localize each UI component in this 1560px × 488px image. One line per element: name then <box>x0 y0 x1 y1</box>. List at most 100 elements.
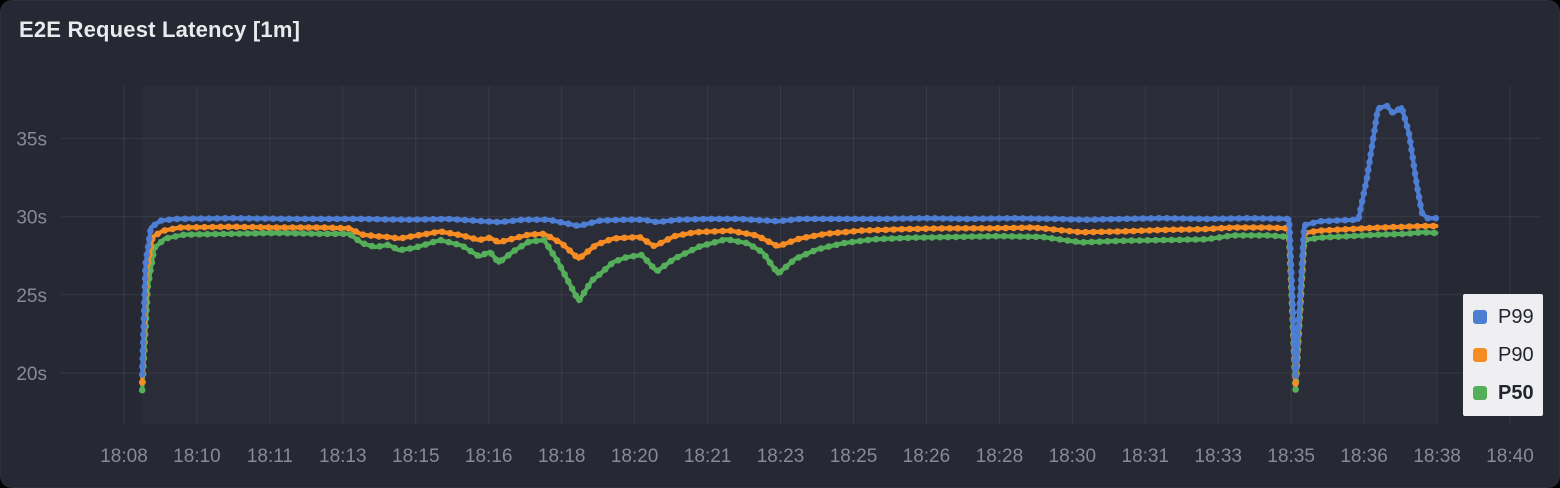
data-point <box>485 218 493 225</box>
data-point <box>1292 380 1299 387</box>
data-point <box>620 216 627 224</box>
data-point <box>664 236 672 243</box>
data-point <box>795 254 802 261</box>
data-point <box>1008 233 1016 240</box>
data-point <box>181 215 189 223</box>
data-point <box>1327 233 1334 241</box>
data-point <box>776 268 784 276</box>
data-point <box>1051 215 1059 223</box>
data-point <box>429 215 437 223</box>
data-point <box>1194 226 1201 233</box>
data-point <box>899 215 907 222</box>
data-point <box>429 238 437 246</box>
data-point <box>667 257 675 265</box>
data-point <box>802 250 810 258</box>
data-point <box>1368 143 1376 150</box>
data-point <box>1032 233 1040 241</box>
data-point <box>1136 237 1143 244</box>
data-point <box>856 237 864 245</box>
data-point <box>1293 348 1301 356</box>
data-point <box>147 227 154 235</box>
legend-item-p99[interactable]: P99 <box>1473 307 1534 327</box>
data-point <box>755 216 763 224</box>
data-point <box>1104 238 1111 245</box>
data-point <box>644 217 651 224</box>
data-point <box>875 215 883 223</box>
data-point <box>316 230 323 238</box>
data-point <box>142 259 150 266</box>
data-point <box>1099 216 1107 223</box>
data-point <box>1383 102 1391 110</box>
data-point <box>779 217 787 224</box>
data-point <box>747 216 755 223</box>
data-point <box>920 234 928 241</box>
data-point <box>414 243 422 251</box>
data-point <box>688 246 696 254</box>
data-point <box>756 247 764 254</box>
data-point <box>488 250 495 257</box>
series-points-p99[interactable] <box>138 102 1440 380</box>
data-point <box>461 216 469 224</box>
legend-label-p50: P50 <box>1498 382 1534 404</box>
data-point <box>923 214 931 222</box>
data-point <box>1264 232 1271 239</box>
data-point <box>1098 228 1105 236</box>
data-point <box>389 216 397 223</box>
data-point <box>381 216 389 223</box>
data-point <box>1216 234 1223 241</box>
data-point <box>1242 224 1249 231</box>
data-point <box>1208 235 1215 242</box>
data-point <box>906 225 913 233</box>
data-point <box>474 252 481 259</box>
data-point <box>994 224 1001 232</box>
data-point <box>460 243 468 251</box>
data-point <box>691 216 699 223</box>
data-point <box>545 243 552 250</box>
data-point <box>1211 215 1219 223</box>
data-point <box>1107 215 1115 223</box>
x-tick-label: 18:13 <box>319 446 367 467</box>
data-point <box>1310 219 1317 227</box>
legend-item-p50[interactable]: P50 <box>1473 382 1534 404</box>
legend-item-p90[interactable]: P90 <box>1473 345 1534 365</box>
data-point <box>584 248 592 255</box>
data-point <box>597 239 605 247</box>
data-point <box>1318 227 1325 234</box>
data-point <box>936 233 944 241</box>
data-point <box>1355 213 1363 221</box>
data-point <box>915 215 923 222</box>
data-point <box>872 235 880 243</box>
data-point <box>841 239 848 247</box>
data-point <box>407 233 415 240</box>
data-point <box>1050 226 1057 233</box>
data-point <box>161 227 169 234</box>
data-point <box>313 224 320 231</box>
data-point <box>703 241 711 248</box>
data-point <box>1072 238 1079 245</box>
data-point <box>782 263 790 271</box>
data-point <box>1411 170 1419 177</box>
data-point <box>679 231 687 238</box>
data-point <box>848 238 856 246</box>
data-point <box>1114 228 1121 235</box>
data-point <box>217 223 224 231</box>
data-point <box>1359 232 1366 239</box>
data-point <box>696 243 703 250</box>
data-point <box>643 257 651 264</box>
data-point <box>1250 224 1257 231</box>
data-point <box>681 250 689 257</box>
y-tick-label: 30s <box>16 208 47 229</box>
data-point <box>391 234 399 242</box>
data-point <box>674 253 681 261</box>
data-point <box>867 215 875 223</box>
data-point <box>1292 386 1299 393</box>
data-point <box>810 247 817 255</box>
data-point <box>493 256 500 263</box>
data-point <box>201 223 208 231</box>
data-point <box>1362 182 1369 190</box>
data-point <box>883 215 891 223</box>
data-point <box>1240 232 1247 239</box>
data-point <box>1406 223 1413 230</box>
data-point <box>1286 229 1293 236</box>
